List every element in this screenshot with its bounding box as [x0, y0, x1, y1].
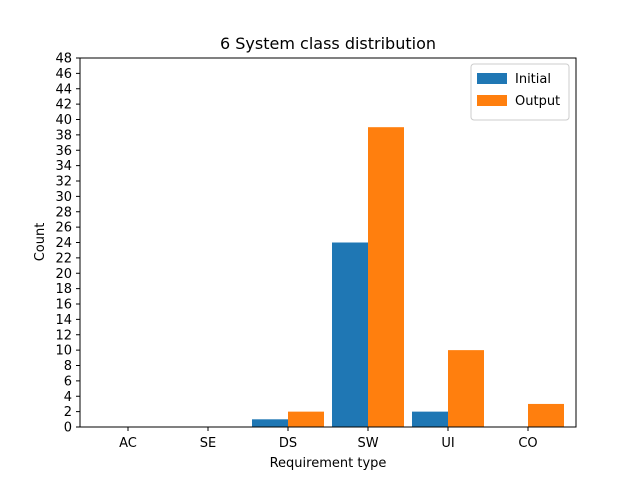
y-tick-label: 44: [55, 82, 72, 97]
y-tick-label: 6: [64, 374, 72, 389]
y-tick-label: 30: [55, 190, 72, 205]
y-tick-label: 40: [55, 113, 72, 128]
bar-initial-ds: [252, 419, 288, 427]
y-tick-label: 34: [55, 159, 72, 174]
y-tick-label: 2: [64, 405, 72, 420]
y-tick-label: 46: [55, 67, 72, 82]
y-tick-label: 38: [55, 128, 72, 143]
legend-label-initial: Initial: [515, 72, 551, 87]
y-tick-label: 18: [55, 282, 72, 297]
y-tick-label: 4: [64, 390, 72, 405]
plot-area: 0246810121416182022242628303234363840424…: [55, 52, 577, 451]
y-tick-label: 14: [55, 313, 72, 328]
bar-output-sw: [368, 127, 404, 427]
x-axis-title: Requirement type: [270, 456, 387, 471]
legend: Initial Output: [470, 63, 570, 121]
x-tick-label-ds: DS: [279, 436, 297, 451]
y-tick-label: 20: [55, 267, 72, 282]
y-tick-label: 16: [55, 298, 72, 313]
legend-swatch-initial: [477, 73, 507, 84]
legend-label-output: Output: [515, 94, 560, 109]
bar-output-co: [528, 403, 564, 427]
x-tick-label-se: SE: [200, 436, 216, 451]
y-tick-label: 10: [55, 344, 72, 359]
chart-title: 6 System class distribution: [220, 34, 436, 53]
y-tick-label: 48: [55, 52, 72, 67]
y-tick-label: 12: [55, 328, 72, 343]
bar-output-ds: [288, 411, 324, 428]
y-tick-label: 28: [55, 205, 72, 220]
bar-output-ui: [448, 350, 484, 428]
y-tick-label: 26: [55, 221, 72, 236]
bar-initial-ui: [412, 411, 448, 428]
y-tick-label: 32: [55, 175, 72, 190]
legend-swatch-output: [477, 95, 507, 106]
y-tick-label: 0: [64, 421, 72, 436]
y-tick-label: 42: [55, 98, 72, 113]
x-tick-label-ac: AC: [119, 436, 137, 451]
x-tick-label-co: CO: [518, 436, 537, 451]
y-axis-title: Count: [33, 223, 48, 262]
x-tick-label-sw: SW: [357, 436, 378, 451]
y-tick-label: 24: [55, 236, 72, 251]
y-tick-label: 22: [55, 251, 72, 266]
y-tick-label: 8: [64, 359, 72, 374]
y-tick-label: 36: [55, 144, 72, 159]
bar-initial-sw: [332, 242, 368, 427]
x-tick-label-ui: UI: [441, 436, 454, 451]
